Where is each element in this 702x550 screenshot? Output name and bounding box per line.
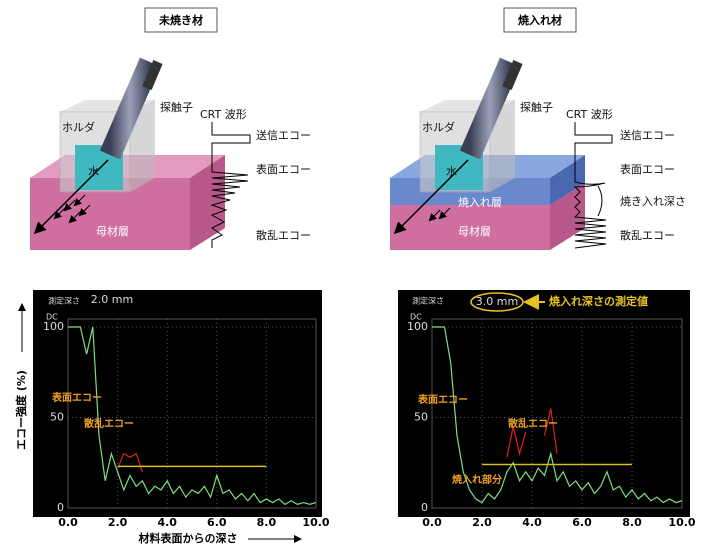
depth-note: 焼入れ深さの測定値: [549, 294, 648, 308]
x-tick-label: 0.0: [58, 516, 78, 529]
echo-scatter-label: 散乱エコー: [620, 228, 675, 242]
probe-label: 探触子: [160, 100, 193, 114]
crt-label: CRT 波形: [200, 108, 247, 121]
scatter-arrows: [428, 207, 451, 222]
water-label: 水: [446, 165, 457, 178]
echo-trace: [68, 326, 317, 506]
hardened-depth-label: 焼き入れ深さ: [620, 195, 686, 208]
base-layer: [390, 205, 550, 250]
holder-side: [130, 100, 155, 192]
depth-value: 3.0 mm: [476, 295, 518, 308]
x-tick-label: 6.0: [572, 516, 592, 529]
probe: [459, 57, 521, 160]
probe-label: 探触子: [520, 100, 553, 114]
crt-waveform: [210, 122, 251, 248]
title-box: [144, 7, 218, 33]
y-tick-label: 0: [421, 501, 428, 514]
x-tick-label: 2.0: [472, 516, 492, 529]
y-tick-label: 100: [407, 320, 428, 333]
x-axis-label: 材料表面からの深さ: [139, 531, 238, 545]
base-layer-label: 母材層: [458, 224, 491, 238]
annotation: 散乱エコー: [84, 417, 134, 430]
annotation: 焼入れ部分: [452, 473, 502, 486]
y-tick-label: 0: [57, 501, 64, 514]
screen: [398, 290, 690, 517]
holder-side: [490, 100, 515, 192]
x-tick-label: 6.0: [207, 516, 227, 529]
depth-label: 測定深さ: [412, 296, 444, 306]
probe-cable: [142, 60, 163, 90]
echo-trace: [506, 408, 558, 458]
block-side: [550, 183, 585, 250]
y-tick-label: 50: [414, 411, 428, 424]
x-tick-label: 10.0: [302, 516, 329, 529]
x-tick-label: 10.0: [668, 516, 695, 529]
echo-send-label: 送信エコー: [256, 128, 311, 142]
depth-value: 2.0 mm: [91, 293, 133, 306]
diagram-right: 焼入れ材 ホルダ 水 探触子 焼入れ層 母材層 CRT 波形 送信エコー 表面エ…: [390, 7, 686, 250]
water-label: 水: [88, 165, 99, 178]
x-tick-label: 0.0: [422, 516, 442, 529]
y-axis-label: エコー強度 (%): [14, 370, 28, 450]
holder-label: ホルダ: [422, 120, 455, 134]
title-box: [503, 7, 577, 33]
probe: [99, 57, 161, 160]
echo-trace: [432, 326, 683, 504]
diagram-left: 未焼き材 ホルダ 水 探触子 母材層 CRT 波形 送信エコー 表面エコー 散乱…: [30, 7, 311, 250]
y-tick-label: 100: [43, 320, 64, 333]
x-tick-label: 4.0: [157, 516, 177, 529]
echo-surface-label: 表面エコー: [256, 162, 311, 176]
x-tick-label: 4.0: [522, 516, 542, 529]
layer-side: [550, 155, 585, 205]
diagram-title: 焼入れ材: [518, 13, 562, 27]
echo-surface-label: 表面エコー: [620, 162, 675, 176]
base-layer-label: 母材層: [96, 224, 129, 238]
annotation: 表面エコー: [51, 391, 102, 404]
echo-send-label: 送信エコー: [620, 128, 675, 142]
holder-label: ホルダ: [62, 120, 95, 134]
annotation: 散乱エコー: [508, 417, 558, 430]
x-tick-label: 8.0: [257, 516, 277, 529]
corner-label: DC: [410, 313, 422, 322]
annotation: 表面エコー: [417, 393, 468, 406]
depth-bracket: [597, 185, 603, 217]
echo-scatter-label: 散乱エコー: [256, 228, 311, 242]
corner-label: DC: [46, 313, 58, 322]
depth-label: 測定深さ: [48, 296, 80, 306]
x-tick-label: 8.0: [622, 516, 642, 529]
echo-trace: [117, 452, 143, 472]
hardened-layer-label: 焼入れ層: [458, 196, 502, 209]
beam: [393, 159, 469, 235]
crt-waveform: [573, 122, 613, 249]
y-tick-label: 50: [50, 411, 64, 424]
diagram-title: 未焼き材: [158, 13, 203, 27]
probe-cable: [502, 60, 523, 90]
beam: [33, 159, 109, 235]
scatter-arrows: [53, 194, 91, 224]
crt-label: CRT 波形: [566, 108, 613, 121]
x-tick-label: 2.0: [108, 516, 128, 529]
